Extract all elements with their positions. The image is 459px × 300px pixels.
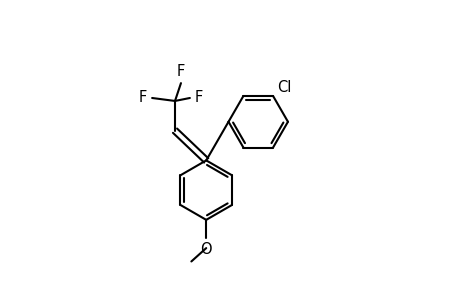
Text: Cl: Cl	[276, 80, 291, 94]
Text: O: O	[200, 242, 212, 257]
Text: F: F	[138, 91, 146, 106]
Text: F: F	[176, 64, 185, 79]
Text: F: F	[194, 91, 202, 106]
